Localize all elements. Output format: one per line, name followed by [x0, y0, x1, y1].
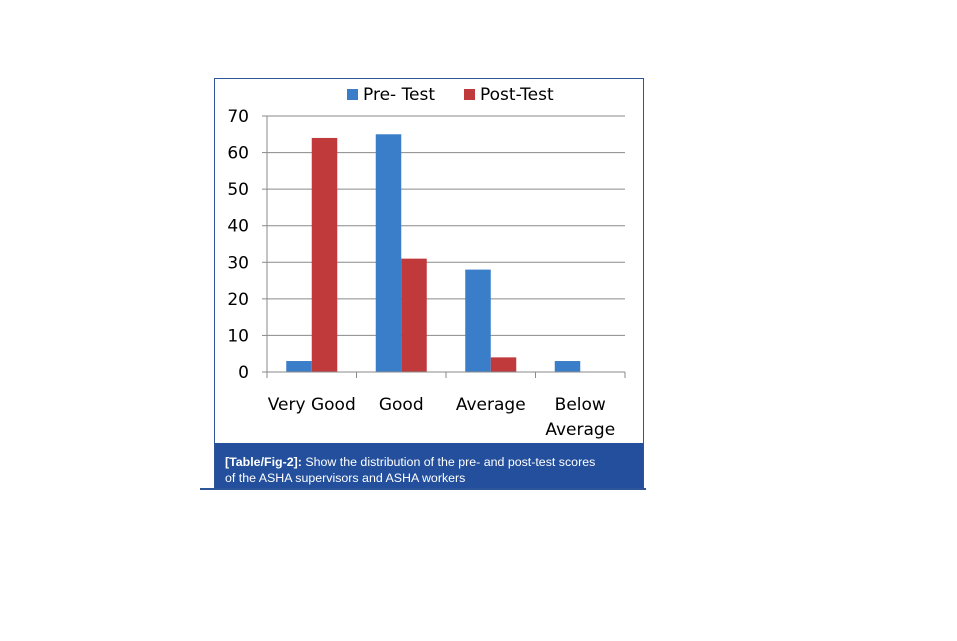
y-tick-label: 20	[227, 290, 249, 310]
x-tick-label: Very Good	[268, 395, 356, 415]
bar-post-test-1	[401, 258, 427, 372]
figure-caption: [Table/Fig-2]: Show the distribution of …	[215, 443, 643, 489]
y-axis-ticks: 0 10 20 30 40 50 60 70	[227, 107, 268, 383]
x-tick-label: Good	[379, 395, 424, 415]
x-tick-label: Average	[545, 420, 615, 440]
x-tick-label: Below	[555, 395, 606, 415]
bar-pre-test-2	[465, 269, 491, 372]
y-tick-label: 10	[227, 326, 249, 346]
legend-label-post-test: Post-Test	[480, 85, 554, 105]
bar-post-test-0	[311, 137, 338, 372]
x-tick-label: Average	[456, 395, 526, 415]
y-tick-label: 0	[238, 363, 249, 383]
caption-label: [Table/Fig-2]:	[225, 455, 302, 469]
y-tick-label: 70	[227, 107, 249, 127]
y-tick-label: 50	[227, 180, 249, 200]
bar-pre-test-1	[375, 134, 402, 372]
bottom-rule	[200, 488, 646, 490]
bar-chart: 0 10 20 30 40 50 60 70 Very Good Good Average Belo…	[227, 85, 626, 440]
y-tick-label: 40	[227, 217, 249, 237]
bar-post-test-2	[490, 357, 517, 372]
legend-swatch-post-test	[464, 89, 475, 100]
y-tick-label: 60	[227, 144, 249, 164]
x-axis: Very Good Good Average Below Average	[266, 371, 626, 440]
figure-panel: 0 10 20 30 40 50 60 70 Very Good Good Average Belo…	[214, 78, 644, 490]
bar-pre-test-0	[286, 361, 312, 372]
bar-pre-test-3	[554, 361, 581, 372]
caption-text-line2: of the ASHA supervisors and ASHA workers	[225, 471, 466, 485]
caption-text-line1: Show the distribution of the pre- and po…	[301, 455, 596, 469]
legend-label-pre-test: Pre- Test	[363, 85, 435, 105]
legend-swatch-pre-test	[347, 89, 358, 100]
bars	[286, 134, 581, 372]
y-tick-label: 30	[227, 253, 249, 273]
legend: Pre- Test Post-Test	[347, 85, 554, 105]
